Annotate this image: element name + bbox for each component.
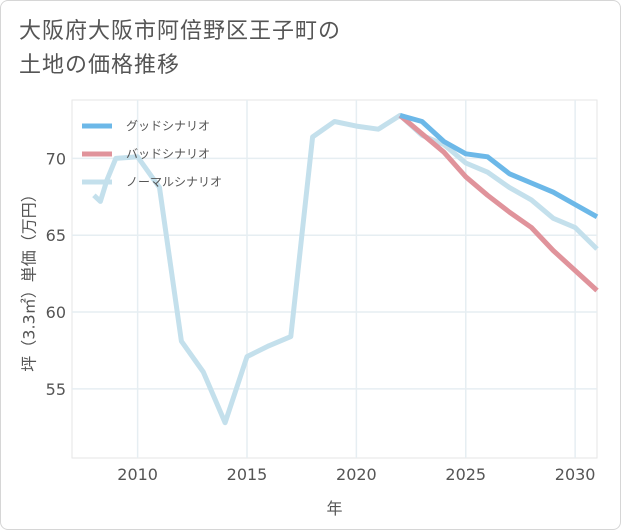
x-tick-label: 2030	[555, 465, 596, 484]
x-tick-label: 2025	[445, 465, 486, 484]
series-line-bad	[398, 113, 599, 293]
chart-title: 大阪府大阪市阿倍野区王子町の 土地の価格推移	[19, 15, 341, 83]
grid	[71, 99, 598, 459]
series-line-normal	[92, 112, 599, 426]
legend-label: ノーマルシナリオ	[126, 175, 222, 189]
x-tick-label: 2020	[336, 465, 377, 484]
y-tick-label: 65	[46, 226, 66, 245]
x-tick-label: 2015	[227, 465, 268, 484]
chart-title-line-2: 土地の価格推移	[19, 53, 181, 78]
y-tick-label: 60	[46, 303, 66, 322]
legend-label: グッドシナリオ	[126, 119, 210, 133]
chart-title-line-1: 大阪府大阪市阿倍野区王子町の	[19, 19, 342, 44]
y-axis-label: 坪（3.3㎡）単価（万円）	[20, 186, 39, 371]
legend-label: バッドシナリオ	[126, 147, 210, 161]
x-tick-label: 2010	[117, 465, 158, 484]
tick-labels: 2010 2015 2020 2025 2030 55 60 65 70	[46, 149, 596, 484]
y-tick-label: 55	[46, 380, 66, 399]
series-line-good	[399, 112, 599, 219]
y-tick-label: 70	[46, 149, 66, 168]
x-axis-label: 年	[326, 499, 342, 518]
series-lines	[92, 112, 599, 426]
plot-frame	[71, 99, 598, 459]
